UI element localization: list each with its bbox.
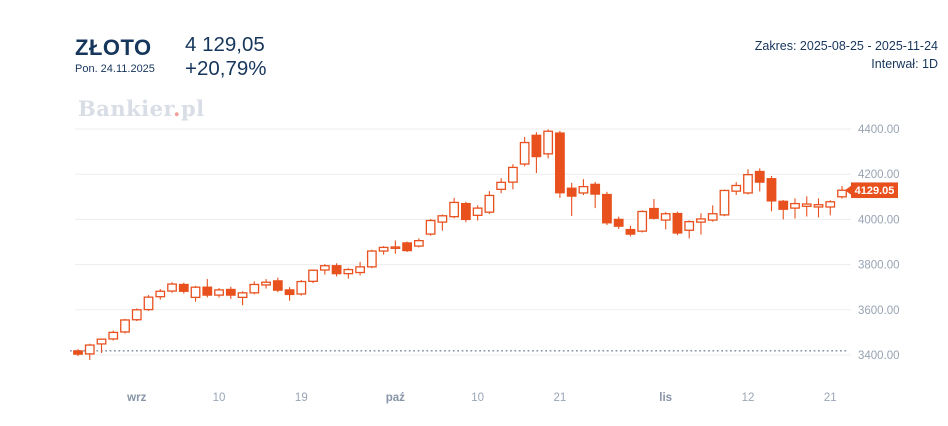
y-axis-label: 3600.00 <box>858 305 900 317</box>
candle-body[interactable] <box>449 201 460 218</box>
candle-body[interactable] <box>296 280 307 295</box>
candle-body[interactable] <box>131 309 142 321</box>
candle-body[interactable] <box>778 200 789 210</box>
candle-body[interactable] <box>120 319 130 333</box>
candle-body[interactable] <box>719 189 730 216</box>
candle-body[interactable] <box>84 344 95 355</box>
interval-label: Interwał: 1D <box>871 57 938 71</box>
chart-meta: Zakres: 2025-08-25 - 2025-11-24 Interwał… <box>755 37 938 73</box>
x-axis-label: 21 <box>554 392 567 404</box>
candle-body[interactable] <box>390 246 401 249</box>
candle-body[interactable] <box>555 132 565 194</box>
candle-body[interactable] <box>543 130 554 155</box>
candle-body[interactable] <box>460 202 471 221</box>
candle-body[interactable] <box>801 203 812 207</box>
session-date: Pon. 24.11.2025 <box>75 63 155 75</box>
y-axis-label: 4000.00 <box>858 214 900 226</box>
candle-body[interactable] <box>284 289 295 296</box>
candle-body[interactable] <box>343 268 354 275</box>
quote-block: 4 129,05 +20,79% <box>185 33 267 81</box>
candle-body[interactable] <box>590 183 601 195</box>
candle-body[interactable] <box>249 283 260 294</box>
last-price-value: 4 129,05 <box>185 33 265 56</box>
candle-body[interactable] <box>684 221 695 231</box>
instrument-header: ZŁOTO Pon. 24.11.2025 <box>75 35 155 76</box>
candle-body[interactable] <box>566 187 577 197</box>
candle-body[interactable] <box>649 207 659 219</box>
candle-body[interactable] <box>825 201 836 208</box>
candle-body[interactable] <box>790 202 800 209</box>
candle-body[interactable] <box>155 290 166 298</box>
x-axis-label: 10 <box>471 392 484 404</box>
candle-body[interactable] <box>308 269 318 282</box>
x-axis-label: 19 <box>295 392 308 404</box>
candle-body[interactable] <box>519 141 530 165</box>
y-axis-label: 3400.00 <box>858 350 900 362</box>
candle-body[interactable] <box>355 266 365 274</box>
candle-body[interactable] <box>167 283 177 292</box>
candle-body[interactable] <box>96 338 107 345</box>
candle-body[interactable] <box>225 288 236 296</box>
x-axis-label: 21 <box>824 392 837 404</box>
candle-body[interactable] <box>472 207 483 216</box>
y-axis-label: 4400.00 <box>858 124 900 136</box>
candle-body[interactable] <box>178 283 189 292</box>
candle-body[interactable] <box>602 193 612 224</box>
candle-body[interactable] <box>108 331 119 340</box>
candle-body[interactable] <box>496 181 507 190</box>
candle-body[interactable] <box>261 281 271 286</box>
watermark-dot: . <box>173 96 181 121</box>
candle-body[interactable] <box>272 280 283 291</box>
candle-body[interactable] <box>437 215 448 223</box>
candle-body[interactable] <box>625 228 636 235</box>
candle-body[interactable] <box>696 218 706 223</box>
instrument-name: ZŁOTO <box>75 35 152 60</box>
candle-body[interactable] <box>73 350 83 355</box>
candle-body[interactable] <box>319 265 330 271</box>
candle-body[interactable] <box>143 296 154 311</box>
candle-body[interactable] <box>660 213 671 221</box>
candle-body[interactable] <box>413 239 424 247</box>
candle-body[interactable] <box>672 212 683 234</box>
candle-body[interactable] <box>190 286 201 299</box>
candle-body[interactable] <box>484 194 495 213</box>
y-axis-label: 4200.00 <box>858 169 900 181</box>
candle-body[interactable] <box>813 204 824 208</box>
candle-body[interactable] <box>531 134 542 158</box>
candle-body[interactable] <box>202 286 213 296</box>
candle-body[interactable] <box>378 246 389 252</box>
candle-body[interactable] <box>366 250 377 268</box>
x-axis-label: lis <box>659 392 672 404</box>
last-price-tag <box>851 182 898 199</box>
candle-body[interactable] <box>707 213 718 221</box>
change-percent: +20,79% <box>185 57 267 80</box>
x-axis-label: 10 <box>213 392 226 404</box>
candle-body[interactable] <box>425 219 436 235</box>
candle-body[interactable] <box>402 242 413 252</box>
x-axis-label: wrz <box>126 392 146 404</box>
watermark-suffix: pl <box>180 96 205 121</box>
y-axis-label: 3800.00 <box>858 260 900 272</box>
candle-body[interactable] <box>331 265 342 275</box>
candle-body[interactable] <box>237 292 248 299</box>
candle-body[interactable] <box>613 218 624 227</box>
bankier-watermark: Bankier.pl <box>78 96 205 121</box>
candle-body[interactable] <box>637 210 648 232</box>
candle-body[interactable] <box>743 174 753 194</box>
x-axis-label: paź <box>386 392 405 404</box>
x-axis-label: 12 <box>742 392 755 404</box>
candle-body[interactable] <box>507 166 518 183</box>
last-price-tag-text: 4129.05 <box>855 185 895 197</box>
range-label: Zakres: 2025-08-25 - 2025-11-24 <box>754 39 938 53</box>
watermark-brand: Bankier <box>78 96 174 121</box>
candle-body[interactable] <box>578 185 589 194</box>
candle-body[interactable] <box>754 170 765 183</box>
candle-body[interactable] <box>766 178 777 202</box>
candle-body[interactable] <box>731 184 742 192</box>
candle-body[interactable] <box>837 189 847 198</box>
candle-body[interactable] <box>214 289 224 296</box>
last-price-arrow <box>845 185 851 195</box>
